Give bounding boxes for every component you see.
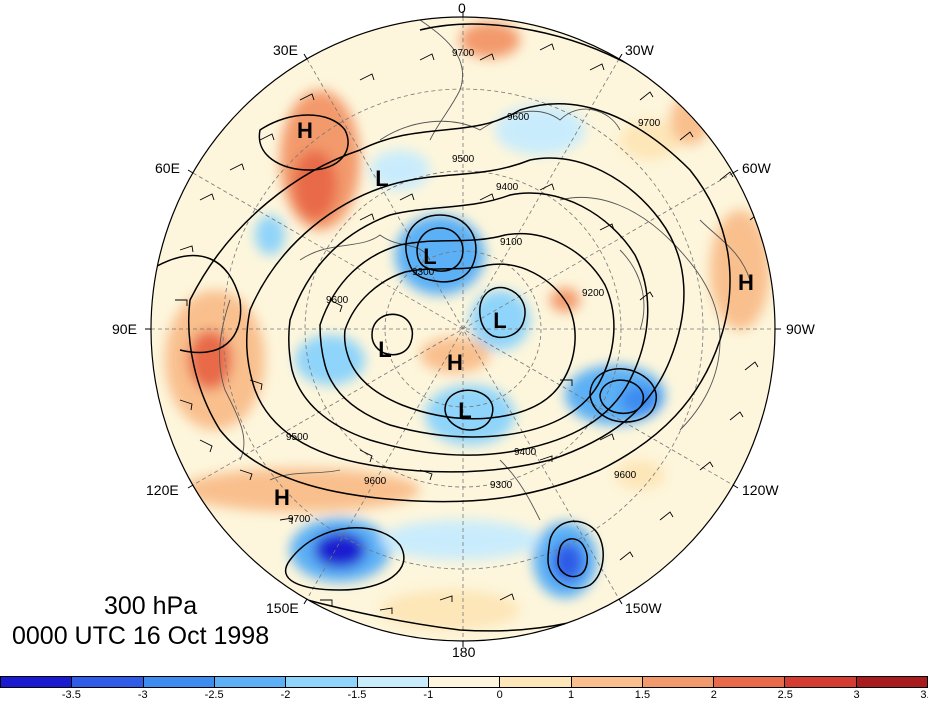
contour-label: 9500 [452,154,475,165]
cold-anomaly-1 [395,215,485,295]
longitude-label-180: 180 [452,644,476,660]
low-pressure-label: L [423,244,436,269]
cold-anomaly-13 [552,542,584,582]
colorbar-swatch [143,676,215,688]
high-pressure-label: H [297,118,313,143]
colorbar-labels: -3.5 -3 -2.5 -2 -1.5 -1 0 1 1.5 2 2.5 3 3.5 [0,689,928,702]
colorbar-swatch [286,676,358,688]
contour-label: 9700 [452,48,475,59]
cold-anomaly-11 [314,532,366,568]
cold-anomaly-6 [295,335,365,385]
polar-map: 9700 9600 9500 9400 9300 9200 9100 9600 … [145,11,781,647]
contour-label: 9700 [288,514,311,525]
colorbar-swatch [428,676,501,688]
longitude-label-120w: 120W [742,482,779,498]
low-pressure-label: L [378,337,391,362]
colorbar-tick-label: -3 [137,689,148,701]
longitude-label-90w: 90W [786,321,815,337]
colorbar-swatch [214,676,287,688]
colorbar-swatch [856,676,928,688]
colorbar-tick-label: 1.5 [634,689,651,701]
colorbar-tick-label: 1 [568,689,575,701]
low-pressure-label: L [458,398,471,423]
colorbar-tick-label: -2.5 [204,689,224,701]
warm-anomaly-10 [670,95,710,145]
contour-label: 9700 [638,118,661,129]
contour-label: 9500 [286,432,309,443]
contour-label: 9400 [514,447,537,458]
contour-label: 9600 [507,112,530,123]
cold-anomaly-14 [380,520,540,560]
pressure-systems: H H H H L L L L L [274,118,754,510]
warm-anomaly-13 [380,590,520,630]
low-pressure-label: L [375,166,388,191]
warm-anomaly-12 [615,460,665,490]
map-disk: 9700 9600 9500 9400 9300 9200 9100 9600 … [151,17,775,641]
high-pressure-label: H [447,350,463,375]
wind-barbs [175,43,764,614]
colorbar-tick-label: 3.5 [920,689,928,701]
colorbar-swatch [642,676,715,688]
longitude-label-30e: 30E [273,42,298,58]
colorbar-tick-label: 3 [853,689,860,701]
cold-anomaly-9 [255,215,285,255]
contour-label: 9400 [496,182,519,193]
longitude-label-150e: 150E [266,600,299,616]
colorbar-swatch [500,676,572,688]
cold-anomaly-2 [470,290,530,350]
contour-label: 9100 [500,237,523,248]
low-pressure-label: L [493,308,506,333]
colorbar-tick-label: -2 [280,689,291,701]
high-pressure-label: H [738,270,754,295]
colorbar-tick-label: -3.5 [61,689,81,701]
colorbar-tick-label: 0 [496,689,503,701]
longitude-label-120e: 120E [146,482,179,498]
colorbar-swatch [785,676,857,688]
boundary-ticks [145,11,781,647]
cold-anomaly-4 [620,385,660,415]
contour-label: 9600 [326,295,349,306]
colorbar-swatch [357,676,429,688]
warm-anomaly-9 [620,120,680,160]
colorbar-swatch [571,676,643,688]
title-pressure-level: 300 hPa [104,592,198,620]
cold-anomaly-7 [370,150,430,190]
longitude-label-60w: 60W [742,160,771,176]
colorbar-swatch [0,676,73,688]
longitude-label-30w: 30W [625,42,654,58]
coastlines [219,19,751,521]
colorbar-tick-label: 2.5 [777,689,793,701]
colorbar [0,676,928,688]
high-pressure-label: H [274,485,290,510]
longitude-label-60e: 60E [155,160,180,176]
warm-anomaly-5 [180,468,420,512]
title-valid-time: 0000 UTC 16 Oct 1998 [12,622,270,650]
graticule [151,17,775,641]
contour-label: 9200 [582,288,605,299]
contour-label: 9300 [490,480,513,491]
colorbar-tick-label: -1 [423,689,434,701]
colorbar-swatch [714,676,786,688]
contour-label: 9600 [614,470,637,481]
contour-label: 9300 [412,267,435,278]
longitude-label-0: 0 [458,0,466,16]
colorbar-tick-label: -1.5 [347,689,367,701]
warm-anomaly-8 [460,22,520,58]
longitude-label-90e: 90E [112,321,137,337]
longitude-label-150w: 150W [625,600,662,616]
contour-label: 9600 [364,476,387,487]
colorbar-tick-label: 2 [710,689,717,701]
colorbar-swatch [72,676,144,688]
warm-anomaly-2 [293,150,337,220]
